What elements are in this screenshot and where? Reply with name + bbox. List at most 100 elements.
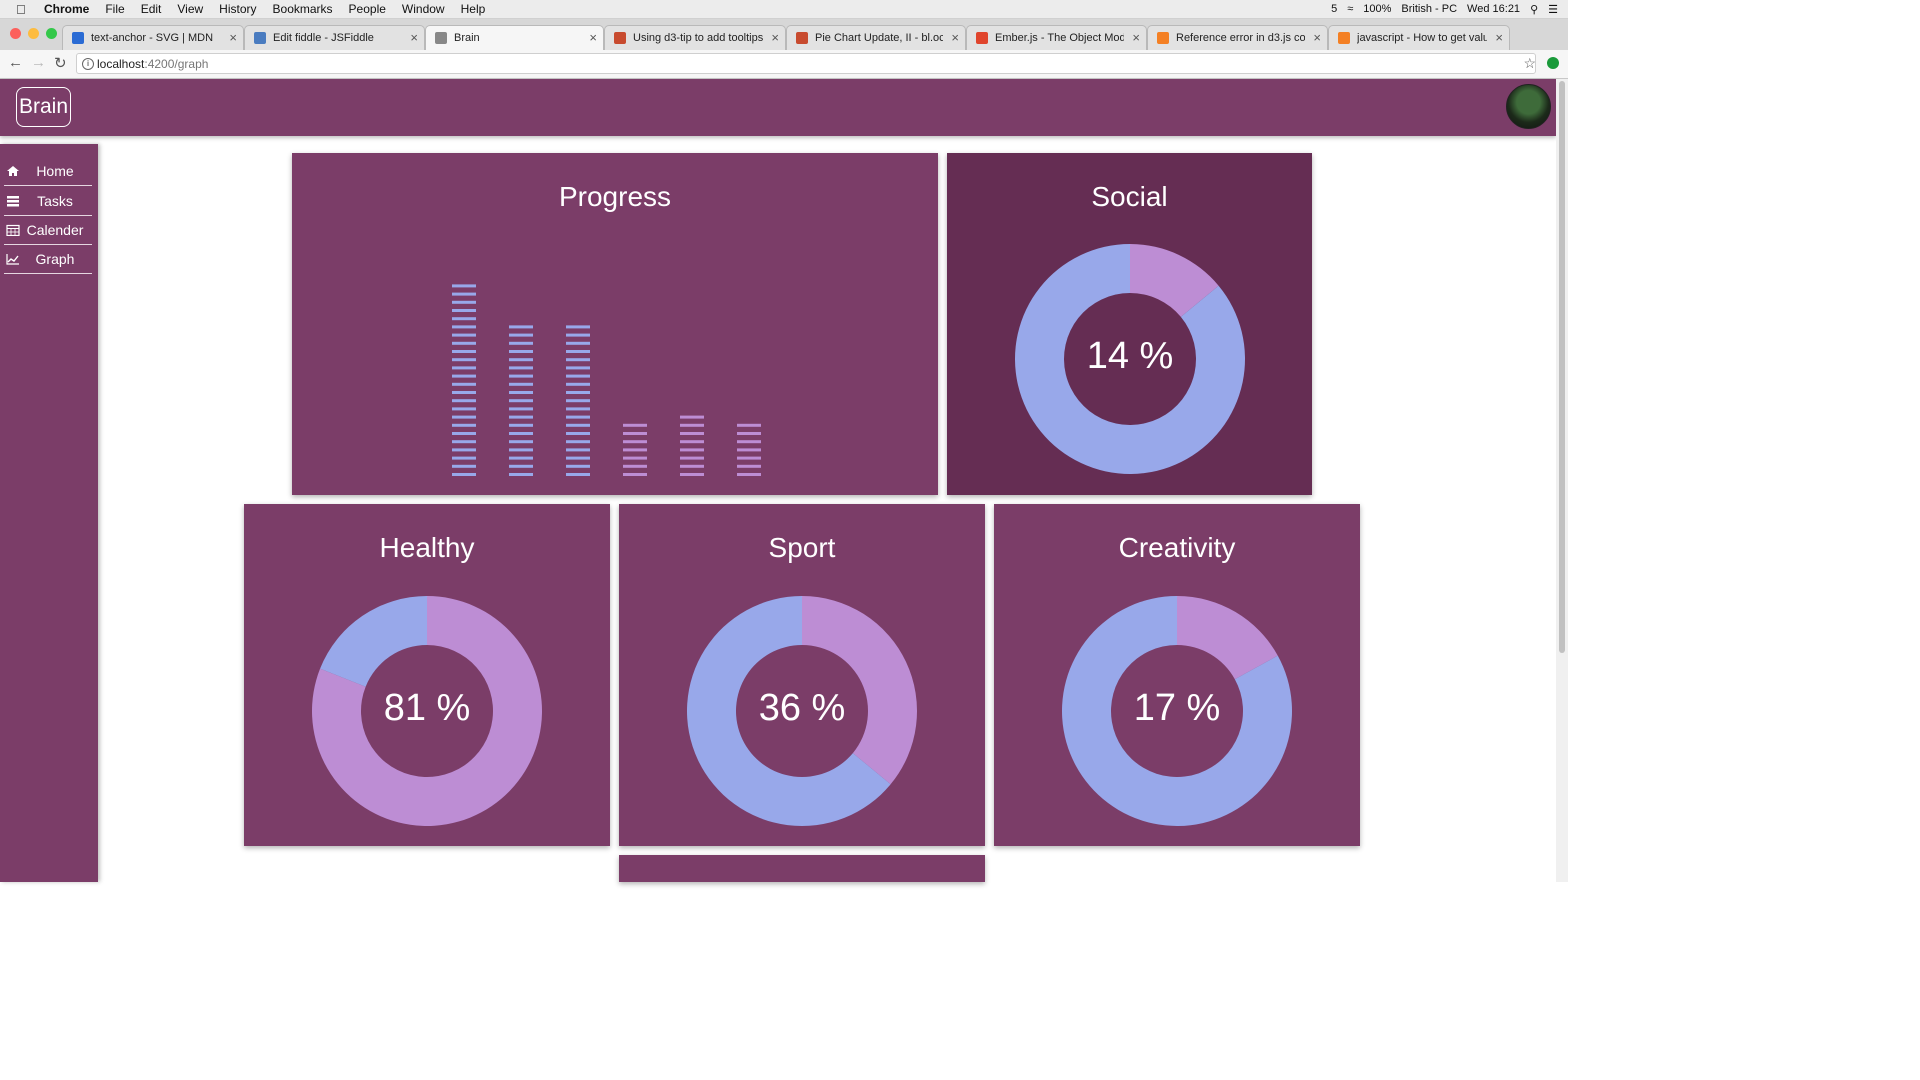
browser-tab[interactable]: Edit fiddle - JSFiddle ×: [244, 25, 425, 50]
close-tab-icon[interactable]: ×: [1495, 30, 1503, 45]
social-card: Social 14 %: [947, 153, 1312, 495]
progress-bar[interactable]: [680, 415, 704, 476]
sidebar-item-label: Graph: [35, 251, 75, 267]
input-source[interactable]: British - PC: [1401, 3, 1458, 15]
next-card: [619, 855, 985, 882]
scrollbar-thumb[interactable]: [1559, 81, 1565, 653]
battery-label[interactable]: 100%: [1363, 3, 1392, 15]
donut-slice-remainder[interactable]: [1062, 596, 1292, 826]
browser-tab[interactable]: Using d3-tip to add tooltips to ×: [604, 25, 786, 50]
donut-slice-value[interactable]: [802, 596, 917, 785]
tab-label: javascript - How to get value: [1357, 32, 1487, 44]
progress-bar[interactable]: [509, 325, 533, 476]
window-controls: [10, 28, 64, 39]
browser-tab[interactable]: javascript - How to get value ×: [1328, 25, 1510, 50]
creativity-card: Creativity 17 %: [994, 504, 1360, 846]
browser-tab[interactable]: Brain ×: [425, 25, 604, 51]
close-tab-icon[interactable]: ×: [1313, 30, 1321, 45]
bookmark-star-icon[interactable]: ☆: [1523, 55, 1536, 71]
tab-label: Brain: [454, 32, 480, 44]
menu-help[interactable]: Help: [460, 2, 486, 16]
info-icon[interactable]: i: [82, 58, 94, 70]
apple-icon[interactable]: : [16, 2, 32, 17]
sport-title: Sport: [768, 532, 836, 563]
menu-history[interactable]: History: [219, 2, 257, 16]
notification-count[interactable]: 5: [1331, 3, 1338, 15]
creativity-donut-chart: [1062, 596, 1292, 826]
close-tab-icon[interactable]: ×: [771, 30, 779, 45]
favicon-icon: [1157, 32, 1169, 44]
progress-bar[interactable]: [566, 325, 590, 476]
menu-bookmarks[interactable]: Bookmarks: [272, 2, 333, 16]
sport-card: Sport 36 %: [619, 504, 985, 846]
app-logo[interactable]: Brain: [16, 87, 71, 127]
address-bar[interactable]: i localhost:4200/graph: [76, 53, 1536, 74]
tab-label: Ember.js - The Object Model: [995, 32, 1124, 44]
menu-list-icon[interactable]: ☰: [1548, 3, 1558, 16]
menu-edit[interactable]: Edit: [140, 2, 162, 16]
sport-percent: 36 %: [758, 687, 846, 729]
progress-bar[interactable]: [623, 423, 647, 476]
page-scrollbar[interactable]: [1556, 79, 1568, 882]
donut-slice-value[interactable]: [312, 596, 542, 826]
creativity-title: Creativity: [1118, 532, 1236, 563]
close-tab-icon[interactable]: ×: [1132, 30, 1140, 45]
menu-file[interactable]: File: [105, 2, 125, 16]
app-header: Brain: [0, 79, 1556, 136]
donut-slice-value[interactable]: [1130, 244, 1219, 317]
browser-tab[interactable]: text-anchor - SVG | MDN ×: [62, 25, 244, 50]
menu-window[interactable]: Window: [401, 2, 445, 16]
close-tab-icon[interactable]: ×: [229, 30, 237, 45]
menu-people[interactable]: People: [348, 2, 386, 16]
sidebar-item-label: Calender: [26, 222, 84, 238]
minimize-window-icon[interactable]: [28, 28, 39, 39]
forward-icon[interactable]: →: [31, 54, 46, 71]
close-tab-icon[interactable]: ×: [951, 30, 959, 45]
donut-slice-remainder[interactable]: [687, 596, 891, 826]
close-tab-icon[interactable]: ×: [410, 30, 418, 45]
back-icon[interactable]: ←: [8, 54, 23, 71]
sidebar: Home Tasks Calender Graph: [0, 144, 98, 882]
home-icon: [7, 166, 19, 176]
progress-title: Progress: [558, 181, 672, 212]
healthy-card: Healthy 81 %: [244, 504, 610, 846]
menu-app-name[interactable]: Chrome: [44, 2, 90, 16]
sidebar-item-tasks[interactable]: Tasks: [4, 186, 92, 216]
tab-label: Edit fiddle - JSFiddle: [273, 32, 374, 44]
extension-icon[interactable]: [1547, 57, 1559, 69]
reload-icon[interactable]: ↻: [54, 55, 67, 72]
healthy-percent: 81 %: [383, 687, 471, 729]
wifi-icon[interactable]: ≈: [1347, 3, 1354, 15]
close-window-icon[interactable]: [10, 28, 21, 39]
sidebar-item-graph[interactable]: Graph: [4, 244, 92, 274]
sport-donut-chart: [687, 596, 917, 826]
progress-bar[interactable]: [452, 284, 476, 476]
avatar[interactable]: [1506, 84, 1551, 129]
graph-icon: [6, 254, 19, 265]
search-icon[interactable]: ⚲: [1530, 3, 1539, 16]
progress-bar-chart: [452, 284, 761, 476]
sidebar-item-home[interactable]: Home: [4, 156, 92, 186]
status-area: 5 ≈ 100% British - PC Wed 16:21 ⚲ ☰: [1321, 0, 1558, 18]
browser-tab[interactable]: Pie Chart Update, II - bl.ocks ×: [786, 25, 966, 50]
zoom-window-icon[interactable]: [46, 28, 57, 39]
sidebar-item-calender[interactable]: Calender: [4, 215, 92, 245]
close-tab-icon[interactable]: ×: [589, 30, 597, 45]
browser-tab[interactable]: Reference error in d3.js code ×: [1147, 25, 1328, 50]
sidebar-item-label: Home: [36, 163, 74, 179]
favicon-icon: [72, 32, 84, 44]
donut-slice-value[interactable]: [1177, 596, 1278, 680]
menu-view[interactable]: View: [177, 2, 204, 16]
progress-bar[interactable]: [737, 423, 761, 476]
clock[interactable]: Wed 16:21: [1467, 3, 1521, 15]
favicon-icon: [796, 32, 808, 44]
sidebar-item-label: Tasks: [37, 193, 73, 209]
social-title: Social: [1091, 181, 1168, 212]
calendar-icon: [6, 224, 20, 236]
donut-slice-remainder[interactable]: [320, 596, 427, 687]
address-path: :4200/graph: [144, 57, 209, 71]
browser-tab[interactable]: Ember.js - The Object Model ×: [966, 25, 1147, 50]
creativity-percent: 17 %: [1133, 687, 1221, 729]
favicon-icon: [1338, 32, 1350, 44]
donut-slice-remainder[interactable]: [1015, 244, 1245, 474]
